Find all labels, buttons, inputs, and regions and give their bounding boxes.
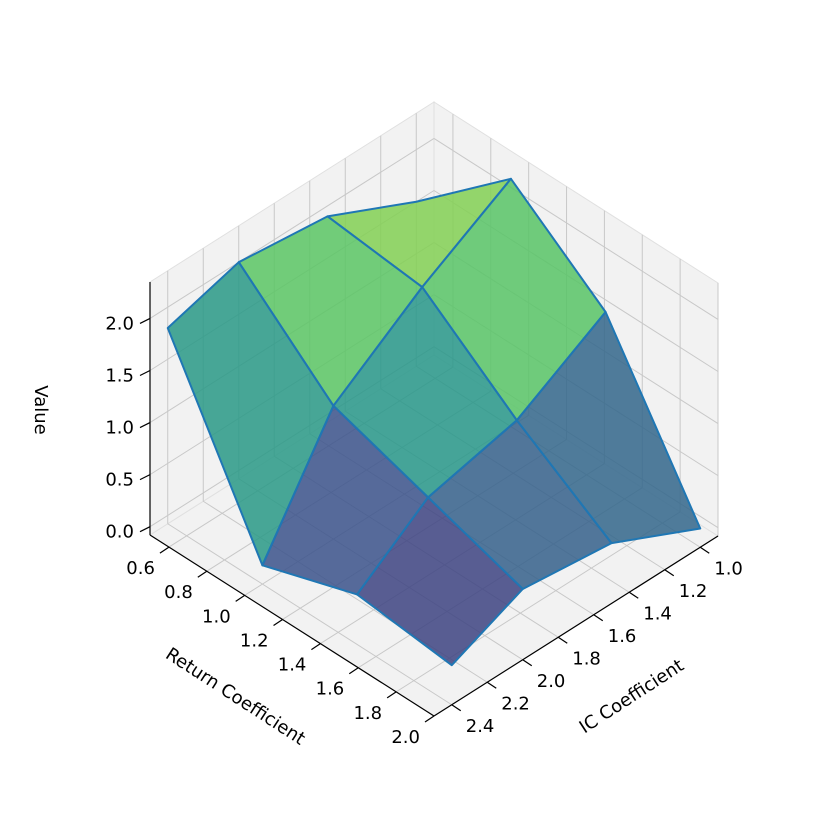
z-tick (139, 526, 151, 533)
y-tick-label: 1.6 (608, 626, 637, 647)
y-axis (433, 535, 719, 717)
grid-line (149, 138, 435, 319)
y-tick (593, 614, 604, 622)
x-tick (348, 667, 359, 675)
surface-face (356, 496, 524, 667)
z-tick (139, 369, 151, 377)
x-axis (149, 534, 435, 717)
z-tick-label: 2.0 (105, 313, 134, 334)
x-tick-label: 1.0 (202, 606, 231, 627)
x-tick-label: 0.8 (164, 582, 193, 603)
surface (166, 177, 702, 667)
z-tick (139, 317, 151, 324)
y-tick-label: 1.4 (643, 603, 672, 624)
x-tick (311, 643, 321, 651)
y-tick (557, 636, 568, 644)
z-tick-label: 0.0 (105, 522, 134, 543)
z-tick-label: 1.0 (105, 418, 134, 439)
x-tick (197, 570, 208, 578)
y-tick-label: 1.0 (714, 558, 743, 579)
z-tick (139, 422, 151, 429)
x-tick (159, 546, 170, 554)
y-tick-label: 1.2 (679, 581, 708, 602)
axes: 0.6 0.8 1.0 1.2 1.4 1.6 1.8 2.0 1.0 1.2 1.4 1.6 1.8 2… (105, 282, 743, 748)
z-tick-label: 0.5 (105, 470, 134, 491)
x-tick (424, 715, 435, 723)
x-tick-label: 1.4 (278, 655, 307, 676)
x-tick-label: 1.2 (240, 630, 269, 651)
z-tick-label: 1.5 (105, 365, 134, 386)
x-tick-label: 1.8 (353, 703, 382, 724)
y-tick (699, 546, 710, 554)
grid-line (433, 138, 719, 320)
grid-line (395, 511, 681, 693)
y-tick-label: 1.8 (572, 648, 601, 669)
y-tick-label: 2.4 (466, 716, 495, 737)
y-tick-label: 2.0 (537, 671, 566, 692)
y-tick (486, 681, 497, 689)
y-tick (628, 591, 639, 599)
x-tick (273, 618, 283, 626)
y-tick (451, 704, 462, 712)
x-tick (235, 594, 245, 602)
y-tick (522, 659, 533, 667)
grid-line (167, 523, 453, 706)
y-tick (664, 569, 675, 577)
x-tick (386, 691, 397, 699)
x-tick-label: 2.0 (391, 727, 420, 748)
x-tick-label: 1.6 (316, 679, 345, 700)
z-tick (139, 474, 151, 481)
z-axis-label: Value (30, 385, 51, 434)
y-tick-label: 2.2 (501, 693, 530, 714)
x-tick-label: 0.6 (126, 558, 155, 579)
